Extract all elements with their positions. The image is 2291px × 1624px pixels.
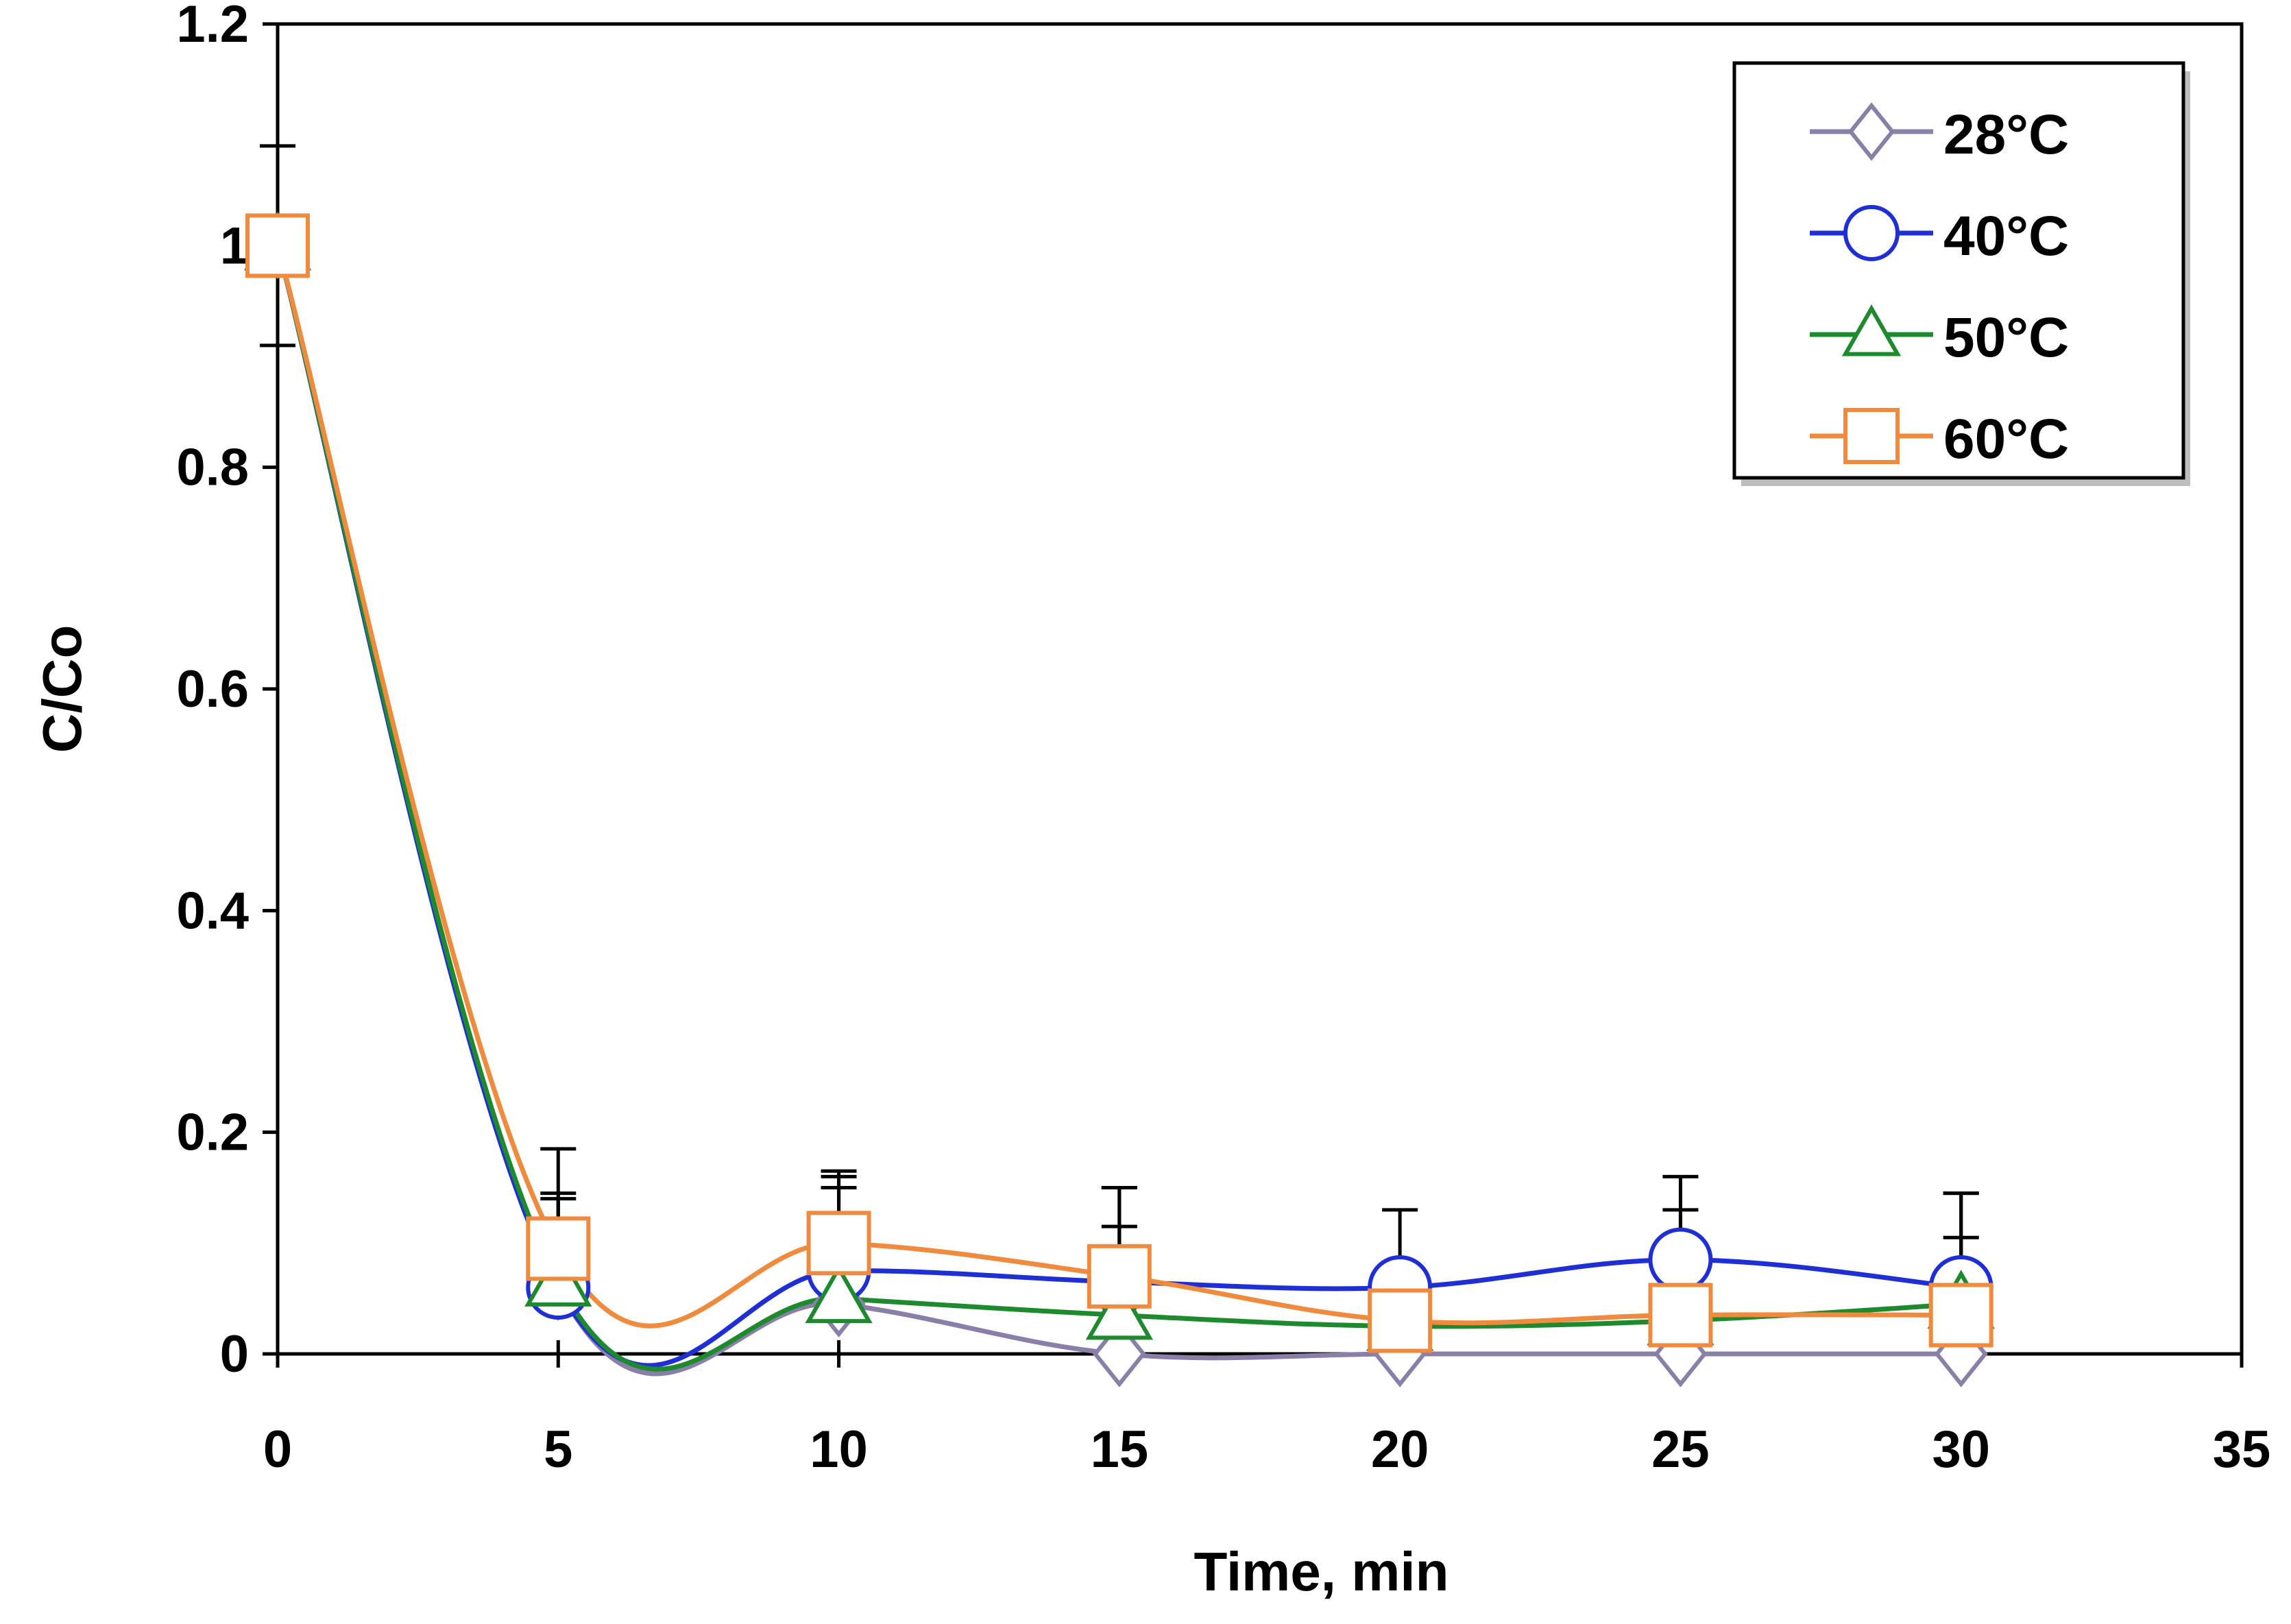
legend-label: 50°C (1943, 306, 2069, 369)
x-tick-label: 25 (1651, 1420, 1710, 1479)
x-tick-label: 35 (2213, 1420, 2271, 1479)
data-point-square (1087, 1244, 1152, 1309)
x-axis-title: Time, min (1194, 1541, 1449, 1602)
legend-marker (1847, 102, 1895, 161)
y-tick-label: 0.4 (176, 882, 249, 940)
legend-marker (1843, 408, 1900, 464)
legend-marker (1843, 205, 1900, 261)
x-tick-label: 20 (1371, 1420, 1429, 1479)
data-point-square (806, 1211, 871, 1276)
data-point-square (245, 213, 310, 278)
x-tick-label: 0 (263, 1420, 292, 1479)
legend-marker (1841, 304, 1902, 356)
x-tick-label: 5 (544, 1420, 572, 1479)
series-line-50c (275, 245, 1961, 1372)
y-tick-label: 1.2 (176, 0, 249, 53)
legend-label: 60°C (1943, 408, 2069, 470)
data-point-square (1928, 1283, 1993, 1348)
x-tick-label: 15 (1091, 1420, 1149, 1479)
y-tick-label: 0 (220, 1325, 249, 1383)
series-line-60c (275, 245, 1961, 1329)
data-point-circle (1648, 1227, 1713, 1292)
legend-box (1732, 61, 2185, 480)
y-tick-label: 0.2 (176, 1104, 249, 1162)
data-point-square (1368, 1288, 1433, 1353)
axes: 0 0.2 0.4 0.6 0.8 1 1.2 0 5 10 15 20 25 30 35 Time, min… (32, 0, 2270, 1602)
legend: 28°C 40°C 50°C 60°C (1732, 61, 2190, 486)
y-tick-label: 1 (220, 217, 249, 275)
x-tick-label: 30 (1932, 1420, 1990, 1479)
data-point-triangle (805, 1264, 873, 1324)
legend-label: 40°C (1943, 205, 2069, 267)
data-point-square (526, 1216, 591, 1281)
legend-label: 28°C (1943, 104, 2069, 166)
data-point-triangle (1085, 1281, 1154, 1340)
y-tick-label: 0.6 (176, 660, 249, 718)
data-point-square (1648, 1283, 1713, 1348)
x-tick-label: 10 (810, 1420, 868, 1479)
series-lines (243, 144, 1995, 1387)
y-tick-label: 0.8 (176, 439, 249, 497)
y-axis-title: C/Co (32, 625, 93, 753)
